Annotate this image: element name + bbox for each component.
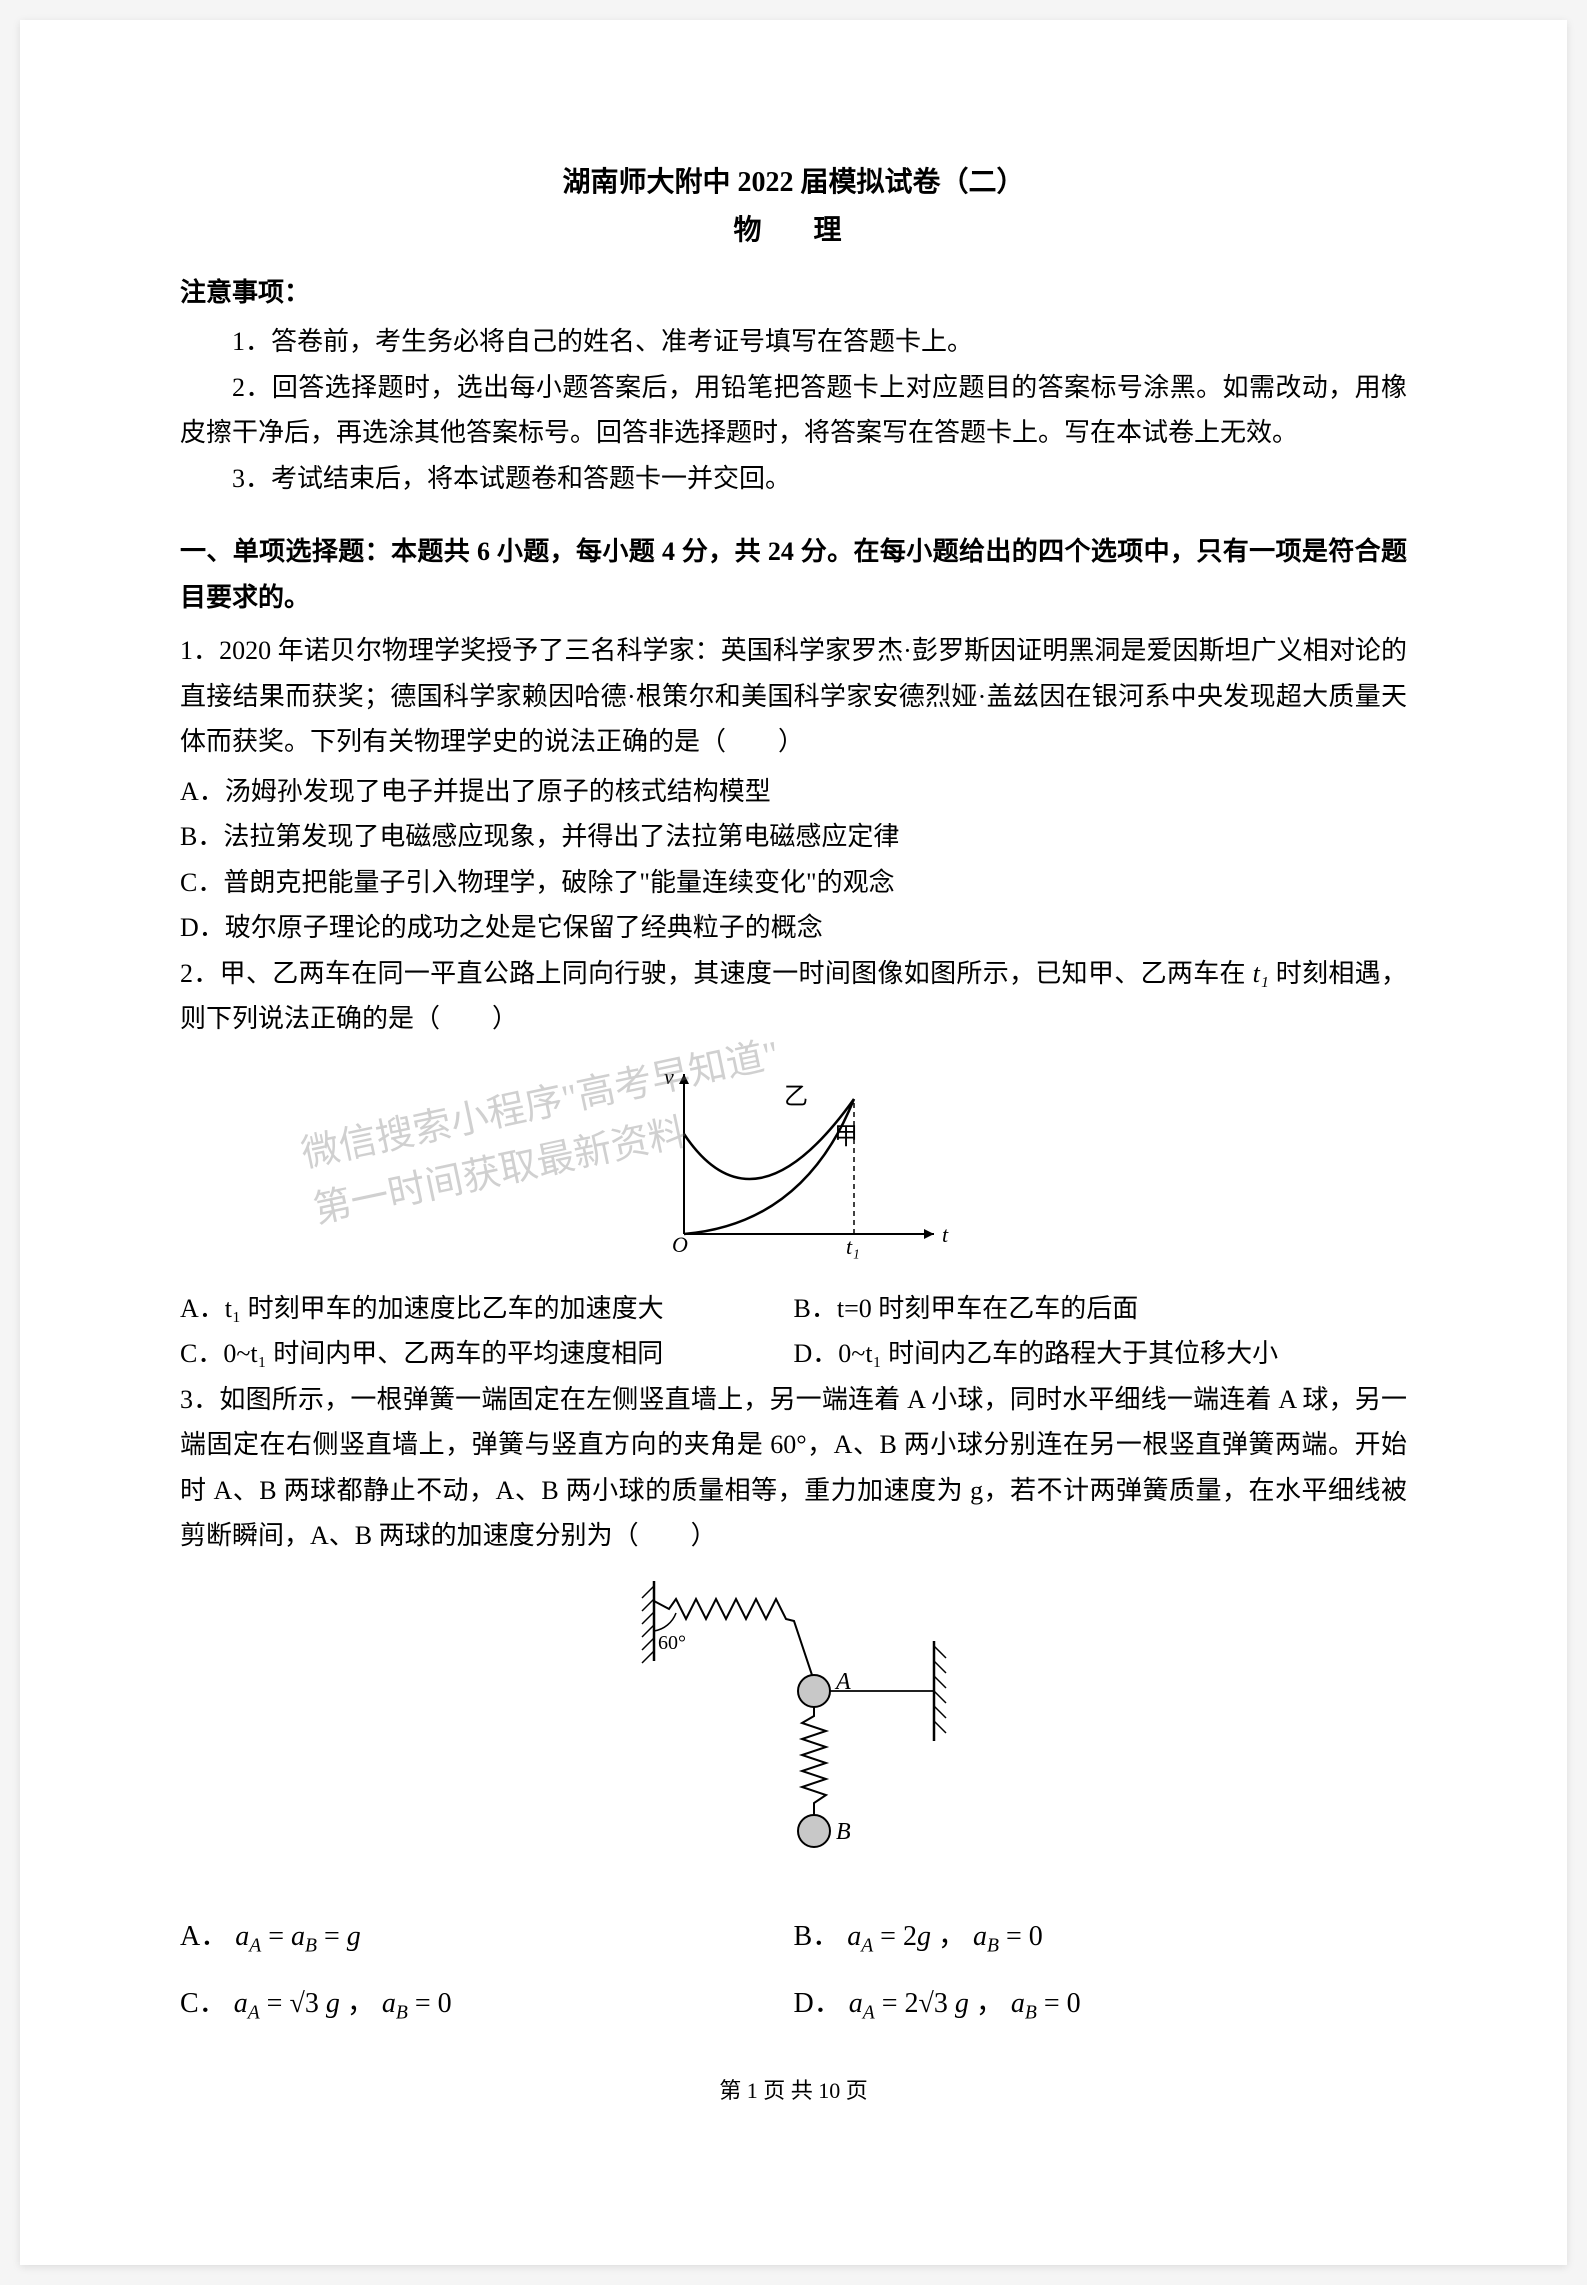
document-page: 湖南师大附中 2022 届模拟试卷（二） 物 理 注意事项： 1．答卷前，考生务… (20, 20, 1567, 2265)
q2-t1-symbol: t₁ (1253, 959, 1269, 988)
q3-angle-label: 60° (658, 1632, 686, 1654)
question-3-stem: 3．如图所示，一根弹簧一端固定在左侧竖直墙上，另一端连着 A 小球，同时水平细线… (180, 1377, 1407, 1559)
q3-option-d: D． aA = 2√3 g ， aB = 0 (794, 1970, 1408, 2037)
q2-stem-prefix: 2．甲、乙两车在同一平直公路上同向行驶，其速度一时间图像如图所示，已知甲、乙两车… (180, 959, 1253, 988)
page-footer: 第 1 页 共 10 页 (180, 2073, 1407, 2105)
q2-option-b: B．t=0 时刻甲车在乙车的后面 (794, 1286, 1408, 1332)
q3-opt-a-prefix: A． (180, 1921, 228, 1952)
notice-heading: 注意事项： (180, 272, 1407, 309)
q2-figure-container: 微信搜索小程序"高考早知道" 第一时间获取最新资料 O v t t₁ 乙 甲 (180, 1054, 1407, 1274)
section-1-heading: 一、单项选择题：本题共 6 小题，每小题 4 分，共 24 分。在每小题给出的四… (180, 529, 1407, 620)
graph-origin-label: O (672, 1232, 688, 1257)
exam-subject: 物 理 (180, 208, 1407, 248)
q3-option-c: C． aA = √3 g ， aB = 0 (180, 1970, 794, 2037)
q2-velocity-time-graph: O v t t₁ 乙 甲 (624, 1054, 964, 1274)
q2-option-a: A．t₁ 时刻甲车的加速度比乙车的加速度大 (180, 1286, 794, 1332)
graph-x-label: t (942, 1222, 949, 1247)
notice-item-3: 3．考试结束后，将本试题卷和答题卡一并交回。 (180, 456, 1407, 502)
q3-options-row-2: C． aA = √3 g ， aB = 0 D． aA = 2√3 g ， aB… (180, 1970, 1407, 2037)
q1-option-a: A．汤姆孙发现了电子并提出了原子的核式结构模型 (180, 769, 1407, 815)
q3-spring-diagram: 60° A B (614, 1571, 974, 1891)
graph-t1-label: t₁ (846, 1234, 860, 1259)
q3-node-b-label: B (836, 1819, 851, 1845)
q3-opt-b-prefix: B． (794, 1921, 841, 1952)
q3-opt-c-prefix: C． (180, 1988, 227, 2019)
q3-figure-container: 60° A B (180, 1571, 1407, 1891)
question-2-stem: 2．甲、乙两车在同一平直公路上同向行驶，其速度一时间图像如图所示，已知甲、乙两车… (180, 951, 1407, 1042)
q3-option-a: A． aA = aB = g (180, 1903, 794, 1970)
notice-item-2: 2．回答选择题时，选出每小题答案后，用铅笔把答题卡上对应题目的答案标号涂黑。如需… (180, 365, 1407, 456)
q1-option-c: C．普朗克把能量子引入物理学，破除了"能量连续变化"的观念 (180, 860, 1407, 906)
exam-title: 湖南师大附中 2022 届模拟试卷（二） (180, 160, 1407, 200)
notice-item-1: 1．答卷前，考生务必将自己的姓名、准考证号填写在答题卡上。 (180, 319, 1407, 365)
q3-option-b: B． aA = 2g ， aB = 0 (794, 1903, 1408, 1970)
q1-option-b: B．法拉第发现了电磁感应现象，并得出了法拉第电磁感应定律 (180, 814, 1407, 860)
graph-curve-jia-label: 甲 (834, 1124, 858, 1150)
question-1-stem: 1．2020 年诺贝尔物理学奖授予了三名科学家：英国科学家罗杰·彭罗斯因证明黑洞… (180, 628, 1407, 765)
q3-opt-d-prefix: D． (794, 1988, 842, 2019)
q3-options-row-1: A． aA = aB = g B． aA = 2g ， aB = 0 (180, 1903, 1407, 1970)
q1-option-d: D．玻尔原子理论的成功之处是它保留了经典粒子的概念 (180, 905, 1407, 951)
q2-options-row-2: C．0~t₁ 时间内甲、乙两车的平均速度相同 D．0~t₁ 时间内乙车的路程大于… (180, 1331, 1407, 1377)
q2-options-row-1: A．t₁ 时刻甲车的加速度比乙车的加速度大 B．t=0 时刻甲车在乙车的后面 (180, 1286, 1407, 1332)
graph-curve-yi-label: 乙 (784, 1084, 808, 1110)
graph-y-label: v (664, 1064, 674, 1089)
q2-option-c: C．0~t₁ 时间内甲、乙两车的平均速度相同 (180, 1331, 794, 1377)
q2-option-d: D．0~t₁ 时间内乙车的路程大于其位移大小 (794, 1331, 1408, 1377)
